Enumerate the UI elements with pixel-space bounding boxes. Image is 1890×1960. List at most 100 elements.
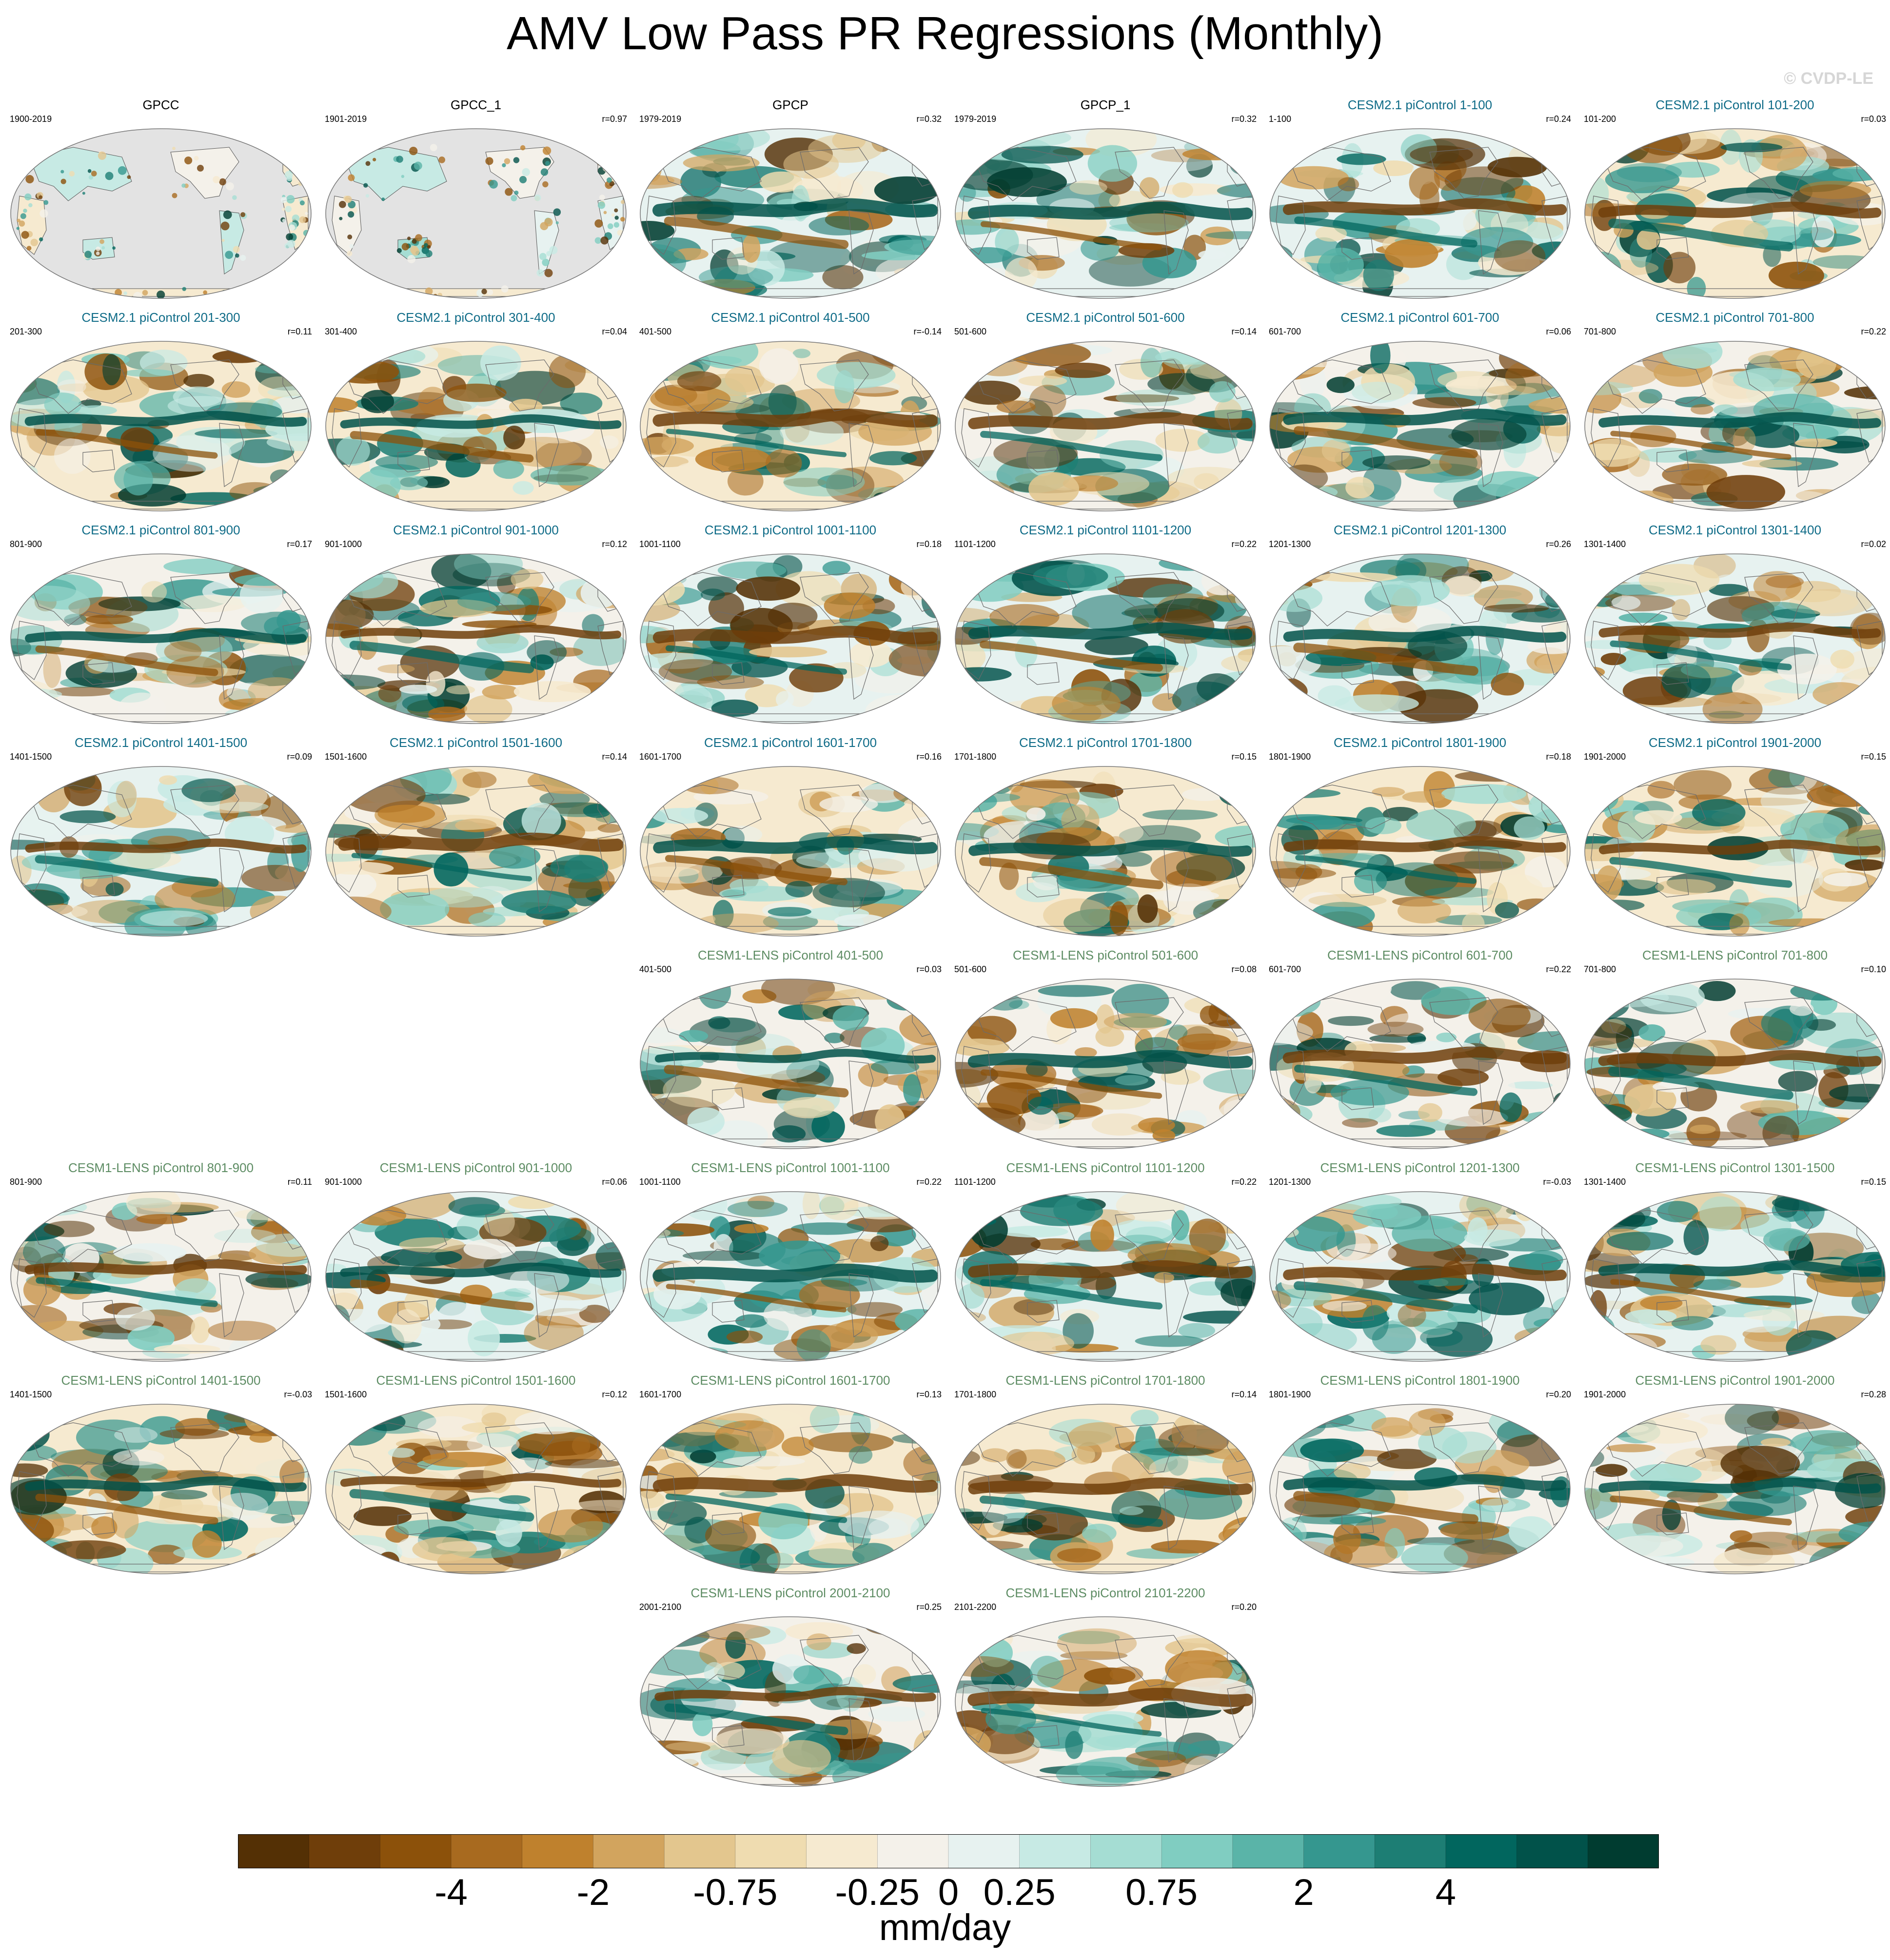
coastline-eurasia — [1288, 997, 1391, 1052]
anomaly-blob — [1159, 341, 1211, 370]
coastline-s-america — [1478, 1060, 1503, 1125]
anomaly-blob — [1270, 1409, 1325, 1425]
coastline-eurasia — [973, 1210, 1077, 1264]
panel-pattern-correlation: r=0.14 — [602, 752, 627, 762]
anomaly-blob — [1412, 397, 1477, 409]
map-panel-lens-1401-1500: CESM1-LENS piControl 1401-1500 1401-1500 r… — [5, 1373, 317, 1578]
anomaly-blob — [1030, 1656, 1064, 1687]
map-outline — [640, 1616, 941, 1787]
panel-pattern-correlation: r=0.20 — [1231, 1602, 1257, 1612]
anomaly-blob — [955, 1192, 991, 1211]
anomaly-blob — [1801, 844, 1835, 879]
coastline-eurasia — [658, 784, 762, 839]
spcz-band — [349, 1489, 534, 1522]
coastline-eurasia — [973, 1422, 1077, 1477]
coastline-s-america — [1793, 848, 1818, 913]
anomaly-blob — [925, 1345, 941, 1355]
anomaly-blob — [679, 1030, 709, 1042]
coastline-australia — [397, 450, 430, 472]
map-outline — [325, 766, 627, 937]
anomaly-blob — [1740, 1100, 1799, 1114]
anomaly-blob — [161, 1490, 208, 1500]
anomaly-blob — [1462, 912, 1485, 936]
anomaly-blob — [550, 854, 609, 880]
anomaly-blob — [640, 1120, 676, 1149]
spcz-band — [350, 1279, 534, 1311]
anomaly-blob — [1270, 143, 1315, 153]
panel-title: CESM1-LENS piControl 801-900 — [68, 1160, 254, 1175]
coastline-s-america — [219, 423, 244, 488]
anomaly-blob — [1270, 646, 1321, 679]
anomaly-blob — [705, 1520, 756, 1552]
coastline-n-america — [1115, 359, 1184, 412]
anomaly-blob — [1270, 1203, 1295, 1227]
anomaly-blob — [903, 1074, 922, 1106]
anomaly-blob — [538, 1509, 603, 1543]
equatorial-band — [1598, 1050, 1882, 1067]
anomaly-blob — [884, 1767, 903, 1781]
anomaly-blob — [1140, 348, 1162, 378]
anomaly-blob — [1624, 1084, 1676, 1117]
land-anomaly-blob — [118, 166, 127, 175]
spcz-band — [665, 645, 847, 675]
anomaly-blob — [1382, 807, 1418, 822]
anomaly-blob — [1536, 779, 1570, 793]
land-anomaly-blob — [21, 231, 29, 239]
spcz-band — [1609, 857, 1792, 888]
land-anomaly-blob — [303, 162, 309, 168]
coastline-africa — [646, 196, 676, 255]
map-outline — [1269, 766, 1571, 937]
land-anomaly-blob — [339, 200, 346, 208]
land-anomaly-blob — [19, 220, 25, 227]
coastline-n-america — [1744, 997, 1813, 1049]
coastline-s-america — [534, 635, 559, 700]
land-anomaly-blob — [105, 172, 114, 180]
panel-years: 1801-1900 — [1269, 1390, 1311, 1399]
coastline-s-america — [848, 635, 874, 700]
anomaly-blob — [1328, 1016, 1374, 1026]
anomaly-blob — [1640, 1295, 1683, 1311]
anomaly-blob — [11, 1410, 58, 1435]
anomaly-blob — [467, 1433, 520, 1456]
anomaly-blob — [1625, 1309, 1677, 1324]
coastline-eurasia — [658, 997, 762, 1052]
anomaly-blob — [1119, 1506, 1144, 1515]
panel-pattern-correlation: r=0.14 — [1231, 327, 1257, 336]
land-anomaly-blob — [83, 294, 86, 298]
anomaly-blob — [266, 433, 311, 451]
coastline-eurasia — [658, 1422, 762, 1477]
land-anomaly-blob — [101, 246, 105, 250]
land-anomaly-blob — [24, 193, 32, 200]
anomaly-blob — [11, 561, 50, 579]
anomaly-blob — [1638, 448, 1697, 463]
anomaly-blob — [689, 1450, 716, 1464]
land-anomaly-blob — [96, 246, 100, 252]
coastline-n-america — [170, 1422, 239, 1474]
coastline-africa — [961, 833, 991, 893]
anomaly-blob — [735, 1314, 768, 1328]
anomaly-blob — [85, 614, 134, 625]
anomaly-blob — [1734, 1531, 1808, 1555]
copyright-watermark: © CVDP-LE — [1784, 69, 1873, 88]
anomaly-blob — [1361, 1305, 1389, 1341]
coastline-africa — [1276, 621, 1306, 680]
spcz-band — [666, 1284, 847, 1313]
coastline-s-america — [1478, 1273, 1503, 1338]
anomaly-blob — [248, 677, 306, 706]
map-panel-cesm2-1001-1100: CESM2.1 piControl 1001-1100 1001-1100 r=0.… — [634, 523, 946, 727]
anomaly-blob — [906, 1773, 935, 1782]
robinson-map — [640, 1404, 941, 1574]
panel-title: CESM2.1 piControl 301-400 — [396, 310, 555, 325]
coastline-s-america — [848, 848, 874, 913]
anomaly-blob — [681, 490, 703, 505]
panel-title: CESM2.1 piControl 601-700 — [1340, 310, 1499, 325]
anomaly-blob — [832, 1005, 869, 1031]
anomaly-blob — [1777, 653, 1837, 685]
coastline-eurasia — [1603, 1422, 1706, 1477]
anomaly-blob — [1177, 1033, 1231, 1050]
anomaly-blob — [164, 641, 202, 662]
robinson-map — [10, 553, 312, 724]
panel-pattern-correlation: r=0.09 — [287, 752, 312, 762]
anomaly-blob — [241, 864, 309, 892]
panel-pattern-correlation: r=0.15 — [1861, 1177, 1886, 1187]
